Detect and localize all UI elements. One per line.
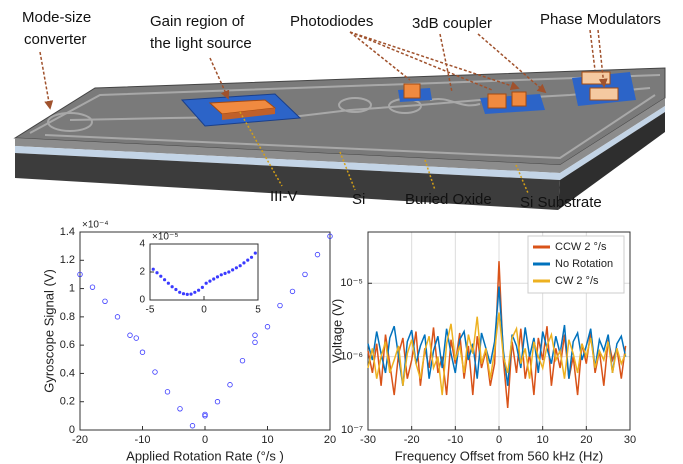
y-tick-label: 0 xyxy=(139,295,145,306)
point xyxy=(250,256,252,258)
point xyxy=(171,286,173,288)
y-tick-label: 0 xyxy=(69,424,75,436)
point xyxy=(209,280,211,282)
point xyxy=(179,291,181,293)
label: converter xyxy=(24,31,87,48)
plot-area xyxy=(150,244,258,300)
x-axis-label: Frequency Offset from 560 kHz (Hz) xyxy=(395,448,604,463)
x-tick-label: 10 xyxy=(537,434,549,446)
device-diagram: Mode-size converter Gain region of the l… xyxy=(15,9,665,211)
x-tick-label: -5 xyxy=(146,305,155,316)
label: Buried Oxide xyxy=(405,191,492,208)
point xyxy=(182,293,184,295)
legend-label: CCW 2 °/s xyxy=(555,241,607,253)
y-scale-label: ×10⁻⁴ xyxy=(82,220,109,231)
label: Photodiodes xyxy=(290,13,373,30)
x-tick-label: 0 xyxy=(202,434,208,446)
y-tick-label: 2 xyxy=(139,267,145,278)
label: III-V xyxy=(270,188,298,205)
legend-label: No Rotation xyxy=(555,258,613,270)
y-tick-label: 10⁻⁷ xyxy=(341,424,363,436)
point xyxy=(152,268,154,270)
label: Si xyxy=(352,191,365,208)
label: the light source xyxy=(150,35,252,52)
point xyxy=(156,272,158,274)
photodiode xyxy=(512,92,526,106)
point xyxy=(175,288,177,290)
y-axis-label: Gyroscope Signal (V) xyxy=(41,269,56,393)
y-tick-label: 1 xyxy=(69,282,75,294)
y-tick-label: 0.6 xyxy=(60,339,75,351)
label: 3dB coupler xyxy=(412,15,492,32)
phase-modulator xyxy=(590,88,618,100)
x-tick-label: 0 xyxy=(201,305,207,316)
x-tick-label: 30 xyxy=(624,434,636,446)
point xyxy=(247,259,249,261)
x-tick-label: -20 xyxy=(404,434,420,446)
point xyxy=(220,274,222,276)
label: Phase Modulators xyxy=(540,11,661,28)
x-tick-label: 10 xyxy=(261,434,273,446)
figure: Mode-size converter Gain region of the l… xyxy=(0,0,683,464)
point xyxy=(228,271,230,273)
y-tick-label: 0.2 xyxy=(60,396,75,408)
y-tick-label: 0.4 xyxy=(60,367,75,379)
label: Si Substrate xyxy=(520,194,602,211)
point xyxy=(194,291,196,293)
point xyxy=(216,276,218,278)
point xyxy=(213,278,215,280)
x-axis-label: Applied Rotation Rate (°/s ) xyxy=(126,448,284,463)
y-tick-label: 0.8 xyxy=(60,311,75,323)
point xyxy=(243,262,245,264)
x-tick-label: 0 xyxy=(496,434,502,446)
x-tick-label: 20 xyxy=(324,434,336,446)
point xyxy=(186,293,188,295)
label: Mode-size xyxy=(22,9,91,26)
photodiode xyxy=(488,94,506,108)
x-tick-label: 5 xyxy=(255,305,261,316)
point xyxy=(239,265,241,267)
y-scale-label: ×10⁻⁵ xyxy=(152,232,178,243)
point xyxy=(160,275,162,277)
point xyxy=(254,252,256,254)
legend-label: CW 2 °/s xyxy=(555,275,599,287)
point xyxy=(231,269,233,271)
point xyxy=(197,289,199,291)
point xyxy=(224,272,226,274)
point xyxy=(235,267,237,269)
x-tick-label: -10 xyxy=(447,434,463,446)
point xyxy=(205,282,207,284)
x-tick-label: -10 xyxy=(135,434,151,446)
y-tick-label: 4 xyxy=(139,239,145,250)
x-tick-label: 20 xyxy=(580,434,592,446)
y-tick-label: 1.4 xyxy=(60,226,75,238)
point xyxy=(201,286,203,288)
leader xyxy=(40,52,50,108)
point xyxy=(163,279,165,281)
label: Gain region of xyxy=(150,13,245,30)
photodiode xyxy=(404,84,420,98)
y-tick-label: 1.2 xyxy=(60,254,75,266)
phase-modulator xyxy=(582,72,610,84)
point xyxy=(190,293,192,295)
y-tick-label: 10⁻⁵ xyxy=(340,277,363,289)
point xyxy=(167,282,169,284)
y-axis-label: Voltage (V) xyxy=(329,299,344,363)
